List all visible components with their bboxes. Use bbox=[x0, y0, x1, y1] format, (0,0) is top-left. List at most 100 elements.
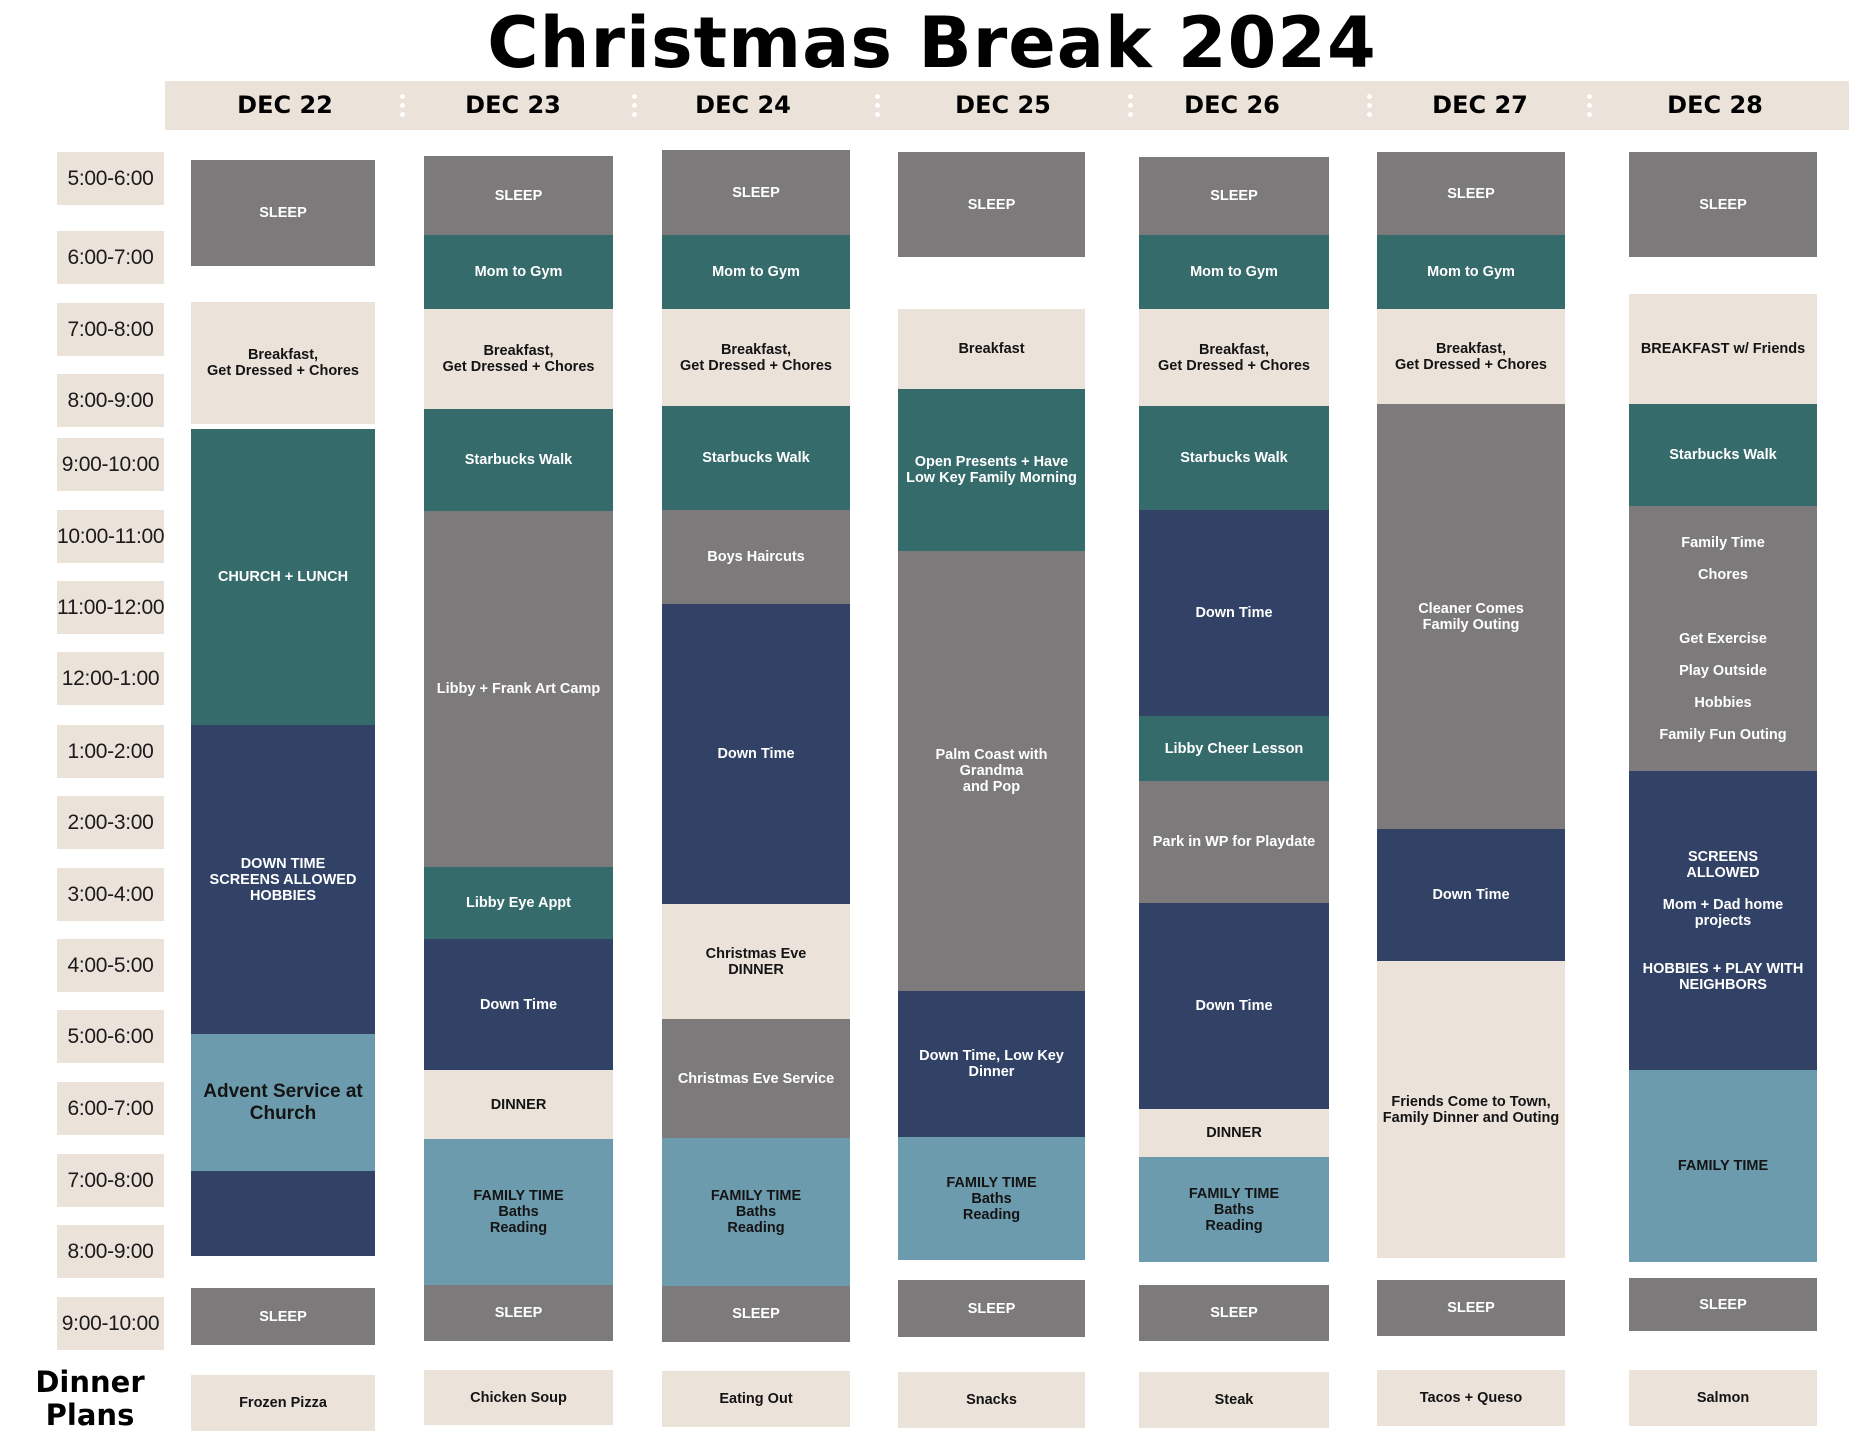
activity-block: Open Presents + Have Low Key Family Morni… bbox=[898, 389, 1085, 551]
activity-text: ALLOWED bbox=[1686, 864, 1760, 881]
activity-text: Park in WP for Playdate bbox=[1152, 834, 1316, 850]
activity-text: Family Fun Outing bbox=[1659, 726, 1787, 743]
activity-block: SLEEP bbox=[1139, 1285, 1329, 1341]
activity-text: FAMILY TIME bbox=[946, 1174, 1037, 1191]
dinner-plan-text: Snacks bbox=[966, 1392, 1017, 1408]
activity-block: Christmas Eve DINNER bbox=[662, 904, 850, 1019]
dinner-plan-box: Salmon bbox=[1629, 1370, 1817, 1426]
activity-block: SLEEP bbox=[898, 152, 1085, 257]
activity-block: SLEEP bbox=[1377, 152, 1565, 235]
activity-text: Breakfast, bbox=[483, 343, 554, 359]
activity-text: FAMILY TIME bbox=[710, 1188, 802, 1204]
activity-text: Breakfast, bbox=[247, 347, 319, 363]
activity-text: DINNER bbox=[490, 1096, 547, 1113]
activity-block: Libby Eye Appt bbox=[424, 867, 613, 939]
activity-text: Down Time bbox=[1195, 605, 1273, 621]
activity-text: NEIGHBORS bbox=[1679, 976, 1767, 993]
activity-block: Down Time bbox=[662, 604, 850, 904]
time-slot-label: 6:00-7:00 bbox=[57, 231, 164, 284]
activity-block: Breakfast, Get Dressed + Chores bbox=[662, 309, 850, 406]
activity-block: SLEEP bbox=[662, 150, 850, 235]
header-separator-dots bbox=[1587, 92, 1592, 118]
activity-block: Mom to Gym bbox=[662, 235, 850, 309]
activity-block: Boys Haircuts bbox=[662, 510, 850, 604]
activity-block: SLEEP bbox=[1629, 1278, 1817, 1331]
activity-text: SLEEP bbox=[967, 196, 1016, 213]
dinner-plan-text: Eating Out bbox=[719, 1391, 793, 1407]
activity-text: Starbucks Walk bbox=[464, 452, 573, 468]
dinner-plan-box: Snacks bbox=[898, 1372, 1085, 1428]
activity-block: SLEEP bbox=[1629, 152, 1817, 257]
day-header: DEC 23 bbox=[465, 91, 561, 119]
activity-text: Baths bbox=[498, 1204, 539, 1220]
activity-block bbox=[191, 1171, 375, 1256]
activity-text: Starbucks Walk bbox=[1180, 450, 1288, 466]
activity-text: SLEEP bbox=[967, 1300, 1016, 1317]
time-slot-label: 10:00-11:00 bbox=[57, 510, 165, 563]
page-title: Christmas Break 2024 bbox=[487, 2, 1377, 84]
activity-block: Starbucks Walk bbox=[1139, 406, 1329, 510]
activity-text: Dinner bbox=[968, 1064, 1015, 1080]
activity-block: FAMILY TIME Baths Reading bbox=[1139, 1157, 1329, 1262]
activity-text: Friends Come to Town, bbox=[1391, 1093, 1551, 1110]
dinner-plans-label-line: Plans bbox=[45, 1398, 135, 1432]
activity-text: Breakfast bbox=[958, 341, 1025, 357]
activity-block: Starbucks Walk bbox=[662, 406, 850, 510]
activity-text: Advent Service at bbox=[203, 1080, 363, 1102]
activity-text: SCREENS ALLOWED bbox=[209, 871, 357, 888]
dinner-plan-text: Frozen Pizza bbox=[239, 1395, 327, 1411]
activity-text: BREAKFAST w/ Friends bbox=[1640, 341, 1806, 357]
activity-block: Advent Service at Church bbox=[191, 1034, 375, 1171]
activity-block: Breakfast, Get Dressed + Chores bbox=[1139, 309, 1329, 406]
activity-text: SLEEP bbox=[259, 1308, 307, 1325]
time-slot-label: 6:00-7:00 bbox=[57, 1082, 164, 1135]
activity-text: Mom to Gym bbox=[1190, 264, 1278, 280]
activity-block: Mom to Gym bbox=[1377, 235, 1565, 309]
activity-block: Palm Coast with Grandma and Pop bbox=[898, 551, 1085, 991]
activity-block: SLEEP bbox=[898, 1280, 1085, 1337]
activity-block: Down Time bbox=[1377, 829, 1565, 961]
activity-text: Get Dressed + Chores bbox=[1158, 357, 1310, 374]
activity-block: Family Time Chores Get Exercise Play Outsid… bbox=[1629, 506, 1817, 771]
activity-text: Breakfast, bbox=[1435, 340, 1507, 357]
day-header: DEC 25 bbox=[955, 91, 1051, 119]
dinner-plan-text: Salmon bbox=[1696, 1390, 1750, 1406]
header-separator-dots bbox=[1367, 92, 1372, 118]
activity-block: DOWN TIME SCREENS ALLOWED HOBBIES bbox=[191, 725, 375, 1034]
activity-text: Chores bbox=[1698, 566, 1748, 583]
activity-block: Mom to Gym bbox=[424, 235, 613, 309]
activity-text: Mom to Gym bbox=[712, 264, 800, 280]
day-header-bar bbox=[165, 81, 1849, 130]
activity-text: SLEEP bbox=[1210, 188, 1258, 204]
activity-block: FAMILY TIME bbox=[1629, 1070, 1817, 1262]
activity-text: Family Time bbox=[1681, 534, 1765, 551]
activity-text: Open Presents + Have bbox=[914, 454, 1069, 470]
activity-text: Baths bbox=[735, 1204, 777, 1220]
activity-text: Hobbies bbox=[1694, 694, 1752, 711]
time-slot-label: 1:00-2:00 bbox=[57, 725, 164, 778]
activity-text: Low Key Family Morning bbox=[906, 470, 1077, 486]
activity-text: FAMILY TIME bbox=[473, 1188, 564, 1204]
dinner-plan-box: Eating Out bbox=[662, 1371, 850, 1427]
activity-text: SLEEP bbox=[732, 1306, 780, 1322]
activity-text: HOBBIES + PLAY WITH bbox=[1642, 960, 1804, 977]
time-slot-label: 9:00-10:00 bbox=[57, 1297, 164, 1350]
activity-text: Family Dinner and Outing bbox=[1382, 1109, 1560, 1126]
activity-text: Libby + Frank Art Camp bbox=[436, 681, 601, 697]
dinner-plan-text: Tacos + Queso bbox=[1419, 1390, 1523, 1406]
dinner-plans-label-line: Dinner bbox=[35, 1365, 145, 1399]
header-separator-dots bbox=[1128, 92, 1133, 118]
activity-block: Breakfast, Get Dressed + Chores bbox=[424, 309, 613, 409]
activity-block: Breakfast, Get Dressed + Chores bbox=[1377, 309, 1565, 404]
activity-text: Down Time bbox=[1432, 887, 1510, 903]
activity-text: DINNER bbox=[728, 961, 784, 978]
activity-text: Starbucks Walk bbox=[702, 450, 810, 466]
activity-text: Breakfast, bbox=[1198, 341, 1270, 358]
activity-block: Friends Come to Town, Family Dinner and O… bbox=[1377, 961, 1565, 1258]
activity-block: DINNER bbox=[424, 1070, 613, 1139]
dinner-plan-box: Tacos + Queso bbox=[1377, 1370, 1565, 1426]
header-separator-dots bbox=[632, 92, 637, 118]
activity-block: Starbucks Walk bbox=[1629, 404, 1817, 506]
time-slot-label: 8:00-9:00 bbox=[57, 1225, 164, 1278]
activity-text: Libby Eye Appt bbox=[466, 895, 571, 911]
